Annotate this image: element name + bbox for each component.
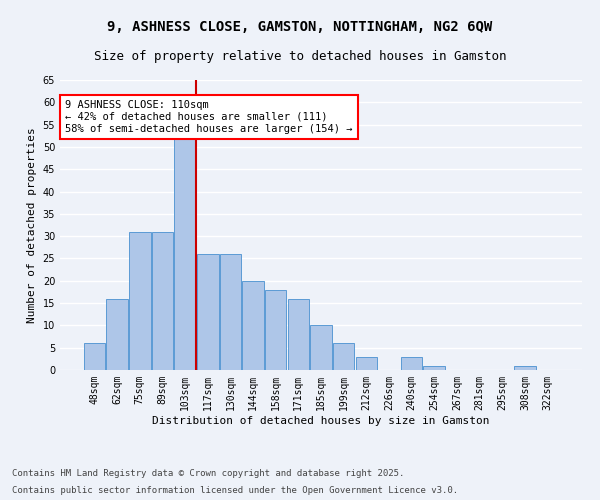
Text: 9, ASHNESS CLOSE, GAMSTON, NOTTINGHAM, NG2 6QW: 9, ASHNESS CLOSE, GAMSTON, NOTTINGHAM, N… <box>107 20 493 34</box>
Bar <box>287 298 309 370</box>
Y-axis label: Number of detached properties: Number of detached properties <box>27 127 37 323</box>
Bar <box>424 366 445 370</box>
Bar <box>220 254 241 370</box>
Text: Contains HM Land Registry data © Crown copyright and database right 2025.: Contains HM Land Registry data © Crown c… <box>12 468 404 477</box>
Bar <box>106 298 128 370</box>
Text: Contains public sector information licensed under the Open Government Licence v3: Contains public sector information licen… <box>12 486 458 495</box>
Bar <box>129 232 151 370</box>
Text: Size of property relative to detached houses in Gamston: Size of property relative to detached ho… <box>94 50 506 63</box>
Bar <box>333 343 355 370</box>
Bar <box>242 281 264 370</box>
Bar <box>265 290 286 370</box>
Bar <box>175 138 196 370</box>
Bar <box>514 366 536 370</box>
Bar <box>356 356 377 370</box>
Text: 9 ASHNESS CLOSE: 110sqm
← 42% of detached houses are smaller (111)
58% of semi-d: 9 ASHNESS CLOSE: 110sqm ← 42% of detache… <box>65 100 353 134</box>
Bar <box>84 343 105 370</box>
Bar <box>401 356 422 370</box>
X-axis label: Distribution of detached houses by size in Gamston: Distribution of detached houses by size … <box>152 416 490 426</box>
Bar <box>152 232 173 370</box>
Bar <box>197 254 218 370</box>
Bar <box>310 326 332 370</box>
